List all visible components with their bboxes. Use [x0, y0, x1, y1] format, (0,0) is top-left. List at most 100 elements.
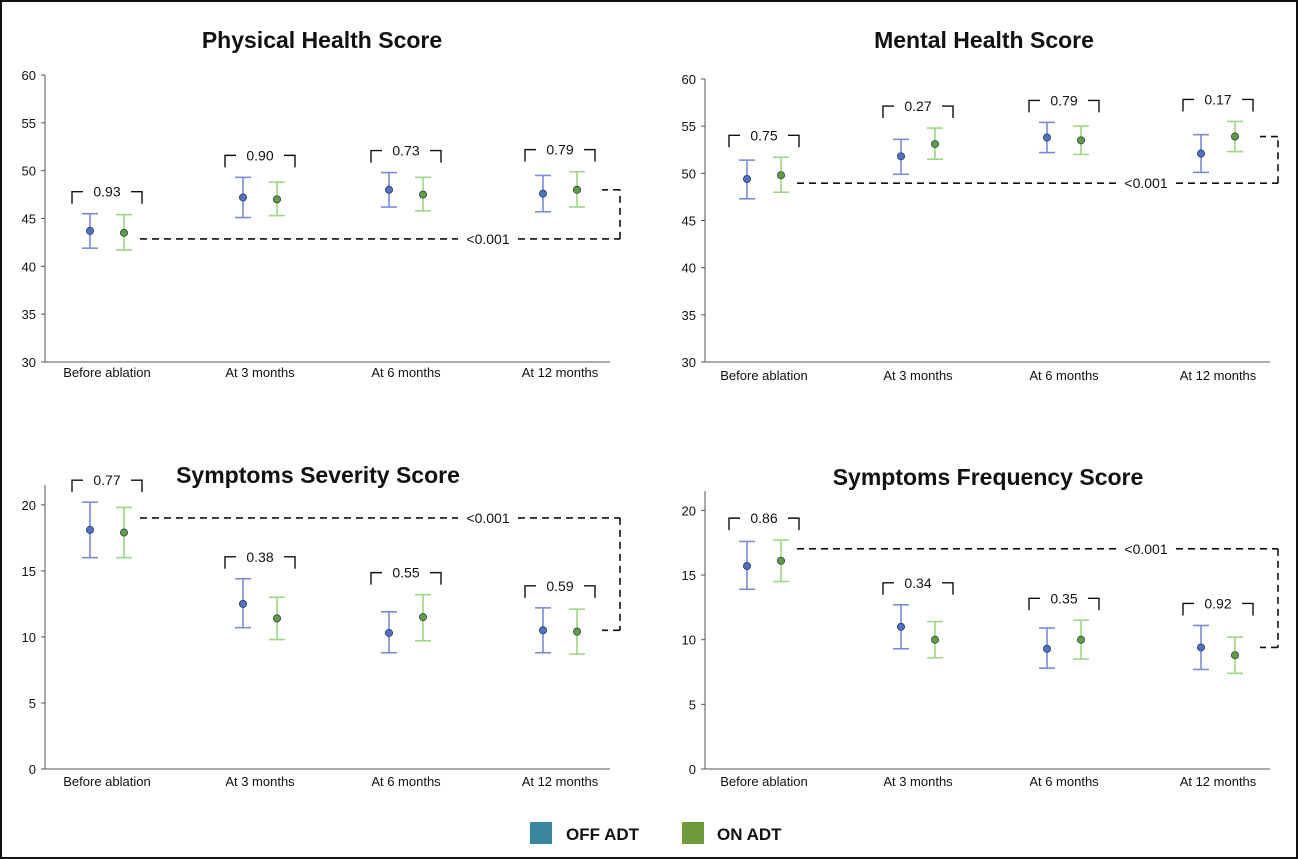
- data-point: [86, 525, 95, 534]
- p-bracket-left: [1182, 98, 1194, 112]
- p-bracket-right: [788, 134, 800, 148]
- data-point: [777, 556, 786, 565]
- p-bracket-right: [284, 556, 296, 569]
- y-tick-label: 15: [682, 568, 696, 583]
- chart-title: Physical Health Score: [202, 27, 442, 53]
- pairwise-p-value: 0.92: [1204, 595, 1231, 611]
- p-bracket-left: [224, 556, 236, 569]
- p-bracket-left: [882, 582, 894, 595]
- x-tick-label: At 12 months: [1180, 774, 1257, 789]
- data-point: [573, 185, 582, 194]
- data-point: [539, 626, 548, 635]
- chart-physical-health: Physical Health Score 30 35 40 45 50 55 60 Befor…: [22, 27, 621, 380]
- data-point: [777, 171, 786, 180]
- data-point: [86, 226, 95, 235]
- p-bracket-right: [788, 517, 800, 531]
- pairwise-p-value: 0.79: [546, 142, 573, 158]
- p-bracket-left: [524, 148, 536, 162]
- data-point: [539, 189, 548, 198]
- p-bracket-right: [284, 154, 296, 168]
- data-point: [897, 152, 906, 161]
- p-bracket-right: [1242, 602, 1254, 616]
- pairwise-p-value: 0.55: [392, 565, 419, 581]
- p-bracket-left: [1028, 99, 1040, 113]
- legend: OFF ADT ON ADT: [530, 822, 782, 844]
- legend-label-on-adt: ON ADT: [717, 825, 782, 844]
- p-bracket-right: [584, 148, 596, 162]
- x-tick-label: Before ablation: [63, 365, 150, 380]
- data-point: [573, 627, 582, 636]
- data-point: [1231, 132, 1240, 141]
- y-tick-label: 35: [682, 308, 696, 323]
- data-point: [931, 140, 940, 149]
- y-tick-label: 45: [22, 212, 36, 227]
- trend-p-value: <0.001: [1124, 175, 1167, 191]
- x-tick-label: At 12 months: [522, 365, 599, 380]
- series-off-adt: [739, 540, 1209, 671]
- series-on-adt: [773, 539, 1243, 675]
- pairwise-p-value: 0.59: [546, 578, 573, 594]
- x-tick-label: At 3 months: [883, 774, 953, 789]
- p-bracket-right: [430, 149, 442, 163]
- y-tick-label: 35: [22, 307, 36, 322]
- y-tick-label: 5: [29, 696, 36, 711]
- p-bracket-right: [942, 582, 954, 595]
- p-bracket-left: [1182, 602, 1194, 616]
- chart-symptoms-frequency: Symptoms Frequency Score 0 5 10 15 20 Before a…: [682, 464, 1279, 789]
- series-on-adt: [116, 170, 585, 251]
- trend-p-value: <0.001: [466, 231, 509, 247]
- p-bracket-left: [71, 479, 83, 493]
- data-point: [743, 561, 752, 570]
- pairwise-p-value: 0.38: [246, 549, 273, 565]
- x-tick-label: Before ablation: [720, 368, 807, 383]
- data-point: [120, 228, 129, 237]
- y-tick-label: 20: [682, 503, 696, 518]
- pairwise-p-value: 0.77: [93, 472, 120, 488]
- y-tick-label: 60: [22, 68, 36, 83]
- data-point: [120, 528, 129, 537]
- data-point: [238, 193, 247, 202]
- x-tick-label: At 3 months: [225, 774, 295, 789]
- pairwise-p-value: 0.73: [392, 143, 419, 159]
- y-tick-label: 5: [689, 697, 696, 712]
- x-tick-label: At 12 months: [522, 774, 599, 789]
- y-tick-label: 60: [682, 72, 696, 87]
- y-tick-label: 10: [682, 633, 696, 648]
- legend-swatch-on-adt: [682, 822, 704, 844]
- data-point: [897, 622, 906, 631]
- data-point: [1077, 136, 1086, 145]
- p-bracket-left: [1028, 597, 1040, 611]
- x-tick-label: At 6 months: [1029, 774, 1099, 789]
- x-tick-label: At 6 months: [371, 774, 441, 789]
- x-tick-label: At 12 months: [1180, 368, 1257, 383]
- chart-symptoms-severity: Symptoms Severity Score 0 5 10 15 20 Before ab…: [22, 462, 621, 789]
- p-bracket-left: [370, 149, 382, 163]
- data-point: [272, 614, 281, 623]
- pairwise-p-value: 0.75: [750, 127, 777, 143]
- p-bracket-right: [131, 191, 143, 204]
- y-tick-label: 0: [689, 762, 696, 777]
- p-bracket-right: [942, 105, 954, 119]
- pairwise-p-value: 0.93: [93, 184, 120, 200]
- pairwise-p-value: 0.17: [1204, 91, 1231, 107]
- data-point: [1043, 133, 1052, 142]
- data-point: [272, 195, 281, 204]
- chart-title: Symptoms Frequency Score: [833, 464, 1144, 490]
- p-bracket-left: [882, 105, 894, 119]
- y-tick-label: 15: [22, 564, 36, 579]
- y-tick-label: 50: [682, 166, 696, 181]
- y-tick-label: 45: [682, 214, 696, 229]
- y-tick-label: 10: [22, 630, 36, 645]
- p-bracket-left: [224, 154, 236, 168]
- p-bracket-left: [370, 571, 382, 585]
- pairwise-p-value: 0.86: [750, 510, 777, 526]
- x-tick-label: At 3 months: [883, 368, 953, 383]
- y-tick-label: 30: [682, 355, 696, 370]
- p-bracket-left: [728, 517, 740, 531]
- series-on-adt: [773, 120, 1243, 193]
- data-point: [1197, 149, 1206, 158]
- data-point: [238, 599, 247, 608]
- trend-p-value: <0.001: [466, 510, 509, 526]
- x-tick-label: Before ablation: [720, 774, 807, 789]
